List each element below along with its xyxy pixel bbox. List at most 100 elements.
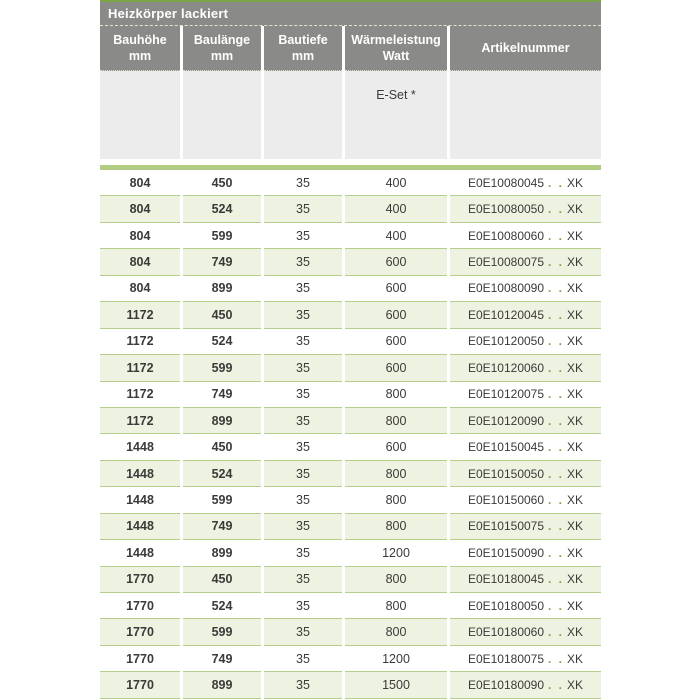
artikel-prefix: E0E10080060 [467,228,545,243]
cell-bautiefe: 35 [264,302,342,329]
cell-bauhoehe: 1770 [100,619,180,646]
cell-artikelnummer: E0E10120075. . XK [450,381,601,408]
cell-bautiefe: 35 [264,275,342,303]
cell-artikelnummer: E0E10080060. . XK [450,222,601,250]
artikel-suffix: XK [567,625,584,640]
column-header-unit: Watt [382,49,410,63]
column-header-label: Bautiefe [278,33,328,47]
cell-bautiefe: 35 [264,407,342,435]
cell-baulaenge: 450 [183,302,261,329]
column-header-label: Baulänge [193,33,251,47]
cell-baulaenge: 599 [183,619,261,646]
cell-bauhoehe: 804 [100,222,180,250]
radiator-spec-table: Heizkörper lackiert Bauhöhe mm Baulänge … [100,0,601,700]
table-title-bar: Heizkörper lackiert [100,2,601,26]
cell-bauhoehe: 1770 [100,645,180,673]
cell-artikelnummer: E0E10150060. . XK [450,487,601,514]
artikel-prefix: E0E10120045 [467,307,545,322]
artikel-prefix: E0E10150050 [467,466,545,481]
cell-watt: 800 [345,513,447,541]
cell-bautiefe: 35 [264,513,342,541]
artikel-prefix: E0E10120050 [467,334,545,349]
cell-bautiefe: 35 [264,249,342,276]
artikel-placeholder-dots: . . [548,572,565,587]
artikel-placeholder-dots: . . [548,281,565,296]
cell-watt: 800 [345,487,447,514]
cell-artikelnummer: E0E10080045. . XK [450,170,601,197]
cell-artikelnummer: E0E10150075. . XK [450,513,601,541]
cell-bautiefe: 35 [264,540,342,567]
artikel-placeholder-dots: . . [548,387,565,402]
cell-bauhoehe: 1770 [100,566,180,593]
artikel-suffix: XK [567,175,584,190]
artikel-prefix: E0E10150060 [467,492,545,507]
cell-artikelnummer: E0E10120045. . XK [450,302,601,329]
artikel-placeholder-dots: . . [548,678,565,693]
table-row: 804 899 35 600 E0E10080090. . XK [100,275,601,303]
cell-baulaenge: 450 [183,434,261,461]
artikel-suffix: XK [567,545,584,560]
artikel-prefix: E0E10180045 [467,572,545,587]
cell-artikelnummer: E0E10120060. . XK [450,355,601,382]
cell-watt: 600 [345,355,447,382]
artikel-suffix: XK [567,519,584,534]
artikel-placeholder-dots: . . [548,440,565,455]
artikel-placeholder-dots: . . [548,519,565,534]
cell-baulaenge: 524 [183,460,261,488]
cell-bautiefe: 35 [264,170,342,197]
cell-bautiefe: 35 [264,460,342,488]
cell-artikelnummer: E0E10080075. . XK [450,249,601,276]
table-row: 1770 749 35 1200 E0E10180075. . XK [100,645,601,673]
cell-baulaenge: 749 [183,249,261,276]
table-subheader-row: E-Set * [100,71,601,159]
column-header-bauhoehe: Bauhöhe mm [100,26,180,71]
cell-watt: 600 [345,275,447,303]
cell-bautiefe: 35 [264,645,342,673]
artikel-suffix: XK [567,360,584,375]
artikel-placeholder-dots: . . [548,307,565,322]
cell-artikelnummer: E0E10080050. . XK [450,196,601,223]
cell-bauhoehe: 1172 [100,355,180,382]
artikel-placeholder-dots: . . [548,598,565,613]
table-title: Heizkörper lackiert [108,6,229,21]
cell-artikelnummer: E0E10180060. . XK [450,619,601,646]
table-body: 804 450 35 400 E0E10080045. . XK 804 524 35 400 E0… [100,170,601,699]
subheader-cell-eset: E-Set * [345,71,447,159]
cell-baulaenge: 749 [183,381,261,408]
artikel-placeholder-dots: . . [548,625,565,640]
table-row: 1448 524 35 800 E0E10150050. . XK [100,460,601,488]
artikel-placeholder-dots: . . [548,413,565,428]
cell-baulaenge: 524 [183,196,261,223]
cell-baulaenge: 599 [183,222,261,250]
table-row: 1448 899 35 1200 E0E10150090. . XK [100,540,601,567]
cell-watt: 1200 [345,645,447,673]
cell-artikelnummer: E0E10150045. . XK [450,434,601,461]
artikel-suffix: XK [567,281,584,296]
column-header-unit: mm [291,49,315,63]
cell-baulaenge: 599 [183,487,261,514]
cell-baulaenge: 599 [183,355,261,382]
cell-bauhoehe: 1448 [100,513,180,541]
cell-bauhoehe: 1172 [100,381,180,408]
artikel-suffix: XK [567,413,584,428]
cell-baulaenge: 524 [183,593,261,620]
cell-artikelnummer: E0E10120090. . XK [450,407,601,435]
subheader-cell-empty [100,71,180,159]
cell-watt: 1200 [345,540,447,567]
cell-watt: 400 [345,170,447,197]
artikel-prefix: E0E10180090 [467,678,545,693]
cell-bautiefe: 35 [264,355,342,382]
artikel-prefix: E0E10180060 [467,625,545,640]
cell-baulaenge: 899 [183,672,261,699]
artikel-placeholder-dots: . . [548,255,565,270]
cell-watt: 400 [345,222,447,250]
table-row: 1770 524 35 800 E0E10180050. . XK [100,593,601,620]
cell-watt: 800 [345,593,447,620]
cell-watt: 600 [345,328,447,356]
artikel-placeholder-dots: . . [548,651,565,666]
column-header-unit: mm [128,49,152,63]
artikel-placeholder-dots: . . [548,202,565,217]
cell-bauhoehe: 1448 [100,434,180,461]
cell-baulaenge: 899 [183,407,261,435]
table-row: 1172 599 35 600 E0E10120060. . XK [100,355,601,382]
